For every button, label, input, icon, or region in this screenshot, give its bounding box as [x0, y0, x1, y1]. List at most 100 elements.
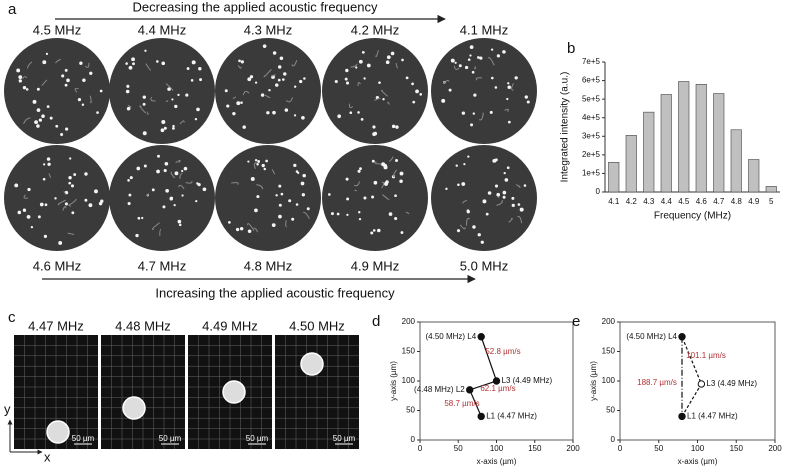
- particle: [18, 79, 22, 83]
- bar: [625, 135, 637, 193]
- particle: [301, 115, 305, 120]
- particle: [519, 207, 524, 212]
- particle: [381, 162, 386, 167]
- particle: [288, 199, 292, 203]
- particle: [441, 98, 446, 103]
- y-tick-label: 6e+5: [582, 76, 601, 85]
- streak: [232, 96, 237, 99]
- particle: [405, 76, 409, 80]
- particle: [163, 168, 167, 173]
- particle: [445, 187, 448, 191]
- particle: [371, 159, 375, 163]
- particle: [127, 179, 130, 182]
- particle: [55, 124, 59, 128]
- particle: [470, 123, 474, 127]
- particle: [494, 86, 498, 89]
- particle: [503, 171, 506, 175]
- streak: [48, 173, 52, 178]
- x-tick-label: 4.2: [626, 197, 638, 206]
- streak: [388, 156, 394, 162]
- streak: [285, 220, 287, 228]
- y-tick-label: 150: [402, 347, 416, 356]
- particle: [71, 211, 75, 215]
- particle: [156, 60, 159, 63]
- particle: [378, 81, 381, 84]
- particle: [14, 183, 19, 188]
- x-tick-label: 0: [418, 444, 423, 453]
- top-title: Decreasing the applied acoustic frequenc…: [133, 0, 378, 14]
- particle: [395, 125, 399, 129]
- particle: [517, 203, 521, 206]
- particle: [247, 229, 252, 234]
- particle: [490, 76, 494, 80]
- particle: [278, 214, 282, 219]
- streak: [271, 73, 276, 77]
- particle: [79, 61, 83, 65]
- particle: [247, 77, 252, 82]
- particle: [174, 171, 179, 176]
- particle: [68, 176, 72, 180]
- streak: [263, 69, 272, 78]
- cell: [122, 396, 146, 420]
- particle: [448, 88, 452, 92]
- particle: [357, 169, 361, 173]
- particle: [272, 51, 277, 55]
- x-tick-label: 0: [618, 444, 623, 453]
- particle: [294, 85, 297, 88]
- streak: [382, 194, 390, 201]
- bar: [643, 111, 655, 193]
- y-tick-label: 3e+5: [582, 131, 601, 140]
- particle: [190, 79, 194, 82]
- y-tick-label: 5e+5: [582, 94, 601, 103]
- particle: [511, 196, 515, 200]
- x-tick-label: 5: [769, 197, 774, 206]
- streak: [392, 169, 398, 178]
- particle: [143, 164, 147, 168]
- particle: [125, 62, 128, 65]
- y-tick-label: 50: [606, 406, 615, 415]
- particle: [36, 124, 40, 128]
- particle: [242, 125, 246, 129]
- particle: [191, 60, 196, 65]
- streak: [185, 180, 193, 184]
- particle: [472, 112, 475, 115]
- particle: [16, 68, 21, 73]
- streak: [165, 100, 169, 102]
- streak: [285, 97, 293, 103]
- particle: [400, 231, 404, 235]
- particle: [64, 68, 68, 72]
- streak: [179, 120, 185, 125]
- particle: [399, 171, 404, 176]
- frequency-label: 4.3 MHz: [244, 22, 292, 37]
- speed-annotation: 62.1 µm/s: [480, 384, 515, 393]
- particle: [363, 196, 367, 200]
- panel-a: 4.5 MHz 4.4 MHz 4.3 MHz 4.2 MHz 4.1 MHz 4.6 M…: [4, 22, 537, 273]
- particle: [65, 127, 69, 131]
- particle: [197, 183, 201, 187]
- streak: [374, 97, 381, 101]
- y-tick-label: 4e+5: [582, 113, 601, 122]
- particle: [372, 132, 376, 137]
- particle: [278, 184, 282, 188]
- streak: [22, 76, 28, 79]
- x-tick-label: 200: [566, 444, 580, 453]
- particle: [494, 184, 499, 188]
- streak: [462, 200, 468, 204]
- particle: [496, 192, 501, 197]
- particle: [185, 93, 189, 97]
- particle: [384, 181, 389, 186]
- particle: [456, 229, 461, 233]
- streak: [27, 61, 33, 69]
- streak: [152, 222, 160, 231]
- y-tick-label: 200: [402, 317, 416, 326]
- particle: [131, 57, 135, 62]
- streak: [127, 104, 132, 108]
- bar: [695, 83, 707, 193]
- streak: [23, 117, 31, 124]
- particle: [507, 120, 511, 124]
- y-tick-label: 50: [406, 406, 415, 415]
- streak: [303, 211, 310, 219]
- particle: [485, 212, 489, 216]
- bar: [730, 129, 742, 193]
- particle: [47, 162, 51, 166]
